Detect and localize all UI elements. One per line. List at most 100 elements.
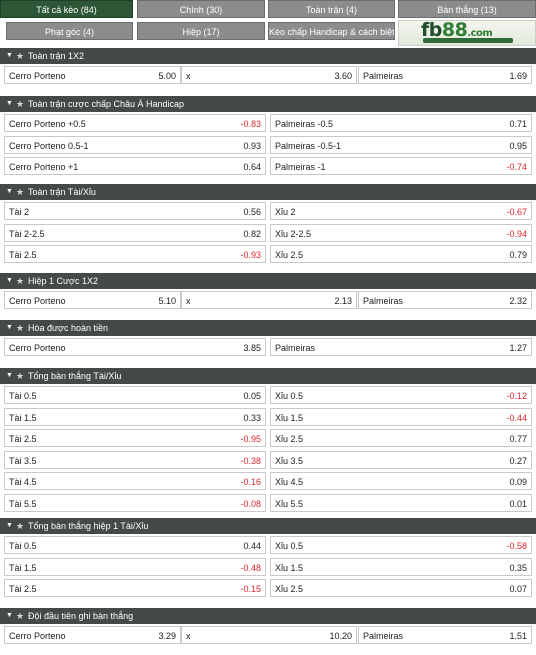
odds-cell[interactable]: Tài 2.5 -0.93 <box>4 245 266 263</box>
odds-cell[interactable]: Cerro Porteno +0.5 -0.83 <box>4 114 266 132</box>
odds-value: 0.56 <box>243 207 261 217</box>
fb88-logo: fb88.com <box>398 20 536 46</box>
odds-cell[interactable]: Palmeiras -1 -0.74 <box>270 157 532 175</box>
selection-label: Cerro Porteno <box>9 71 66 81</box>
tab-corners[interactable]: Phạt góc (4) <box>6 22 133 40</box>
odds-cell[interactable]: Tài 2-2.5 0.82 <box>4 224 266 242</box>
odds-cell[interactable]: Cerro Porteno 3.85 <box>4 338 266 356</box>
star-icon[interactable]: ★ <box>16 187 25 197</box>
selection-label: Xỉu 4.5 <box>275 477 304 487</box>
selection-label: Tài 2-2.5 <box>9 229 45 239</box>
chevron-down-icon[interactable]: ▼ <box>6 188 13 195</box>
selection-label: Palmeiras <box>363 71 404 81</box>
tab-main[interactable]: Chính (30) <box>137 0 265 18</box>
odds-cell[interactable]: Xỉu 5.5 0.01 <box>270 494 532 512</box>
star-icon[interactable]: ★ <box>16 276 25 286</box>
odds-cell[interactable]: Xỉu 3.5 0.27 <box>270 451 532 469</box>
odds-cell[interactable]: Tài 3.5 -0.38 <box>4 451 266 469</box>
odds-cell[interactable]: Xỉu 2-2.5 -0.94 <box>270 224 532 242</box>
odds-cell[interactable]: Xỉu 2.5 0.77 <box>270 429 532 447</box>
odds-cell[interactable]: Tài 2.5 -0.15 <box>4 579 266 597</box>
selection-label: Tài 2.5 <box>9 434 37 444</box>
odds-cell[interactable]: Cerro Porteno +1 0.64 <box>4 157 266 175</box>
star-icon[interactable]: ★ <box>16 99 25 109</box>
odds-cell[interactable]: Xỉu 4.5 0.09 <box>270 472 532 490</box>
selection-label: Tài 3.5 <box>9 456 37 466</box>
odds-cell[interactable]: Palmeiras 1.51 <box>358 626 532 644</box>
market-header[interactable]: ▼ ★ Toàn trận 1X2 <box>0 48 536 64</box>
market-header[interactable]: ▼ ★ Hòa được hoàn tiền <box>0 320 536 336</box>
odds-cell[interactable]: Palmeiras 1.27 <box>270 338 532 356</box>
selection-label: Cerro Porteno <box>9 631 66 641</box>
odds-value: 0.27 <box>509 456 527 466</box>
chevron-down-icon[interactable]: ▼ <box>6 612 13 619</box>
selection-label: Cerro Porteno <box>9 296 66 306</box>
odds-cell[interactable]: Tài 1.5 0.33 <box>4 408 266 426</box>
odds-cell[interactable]: Tài 4.5 -0.16 <box>4 472 266 490</box>
tab-handicap[interactable]: Kèo chấp Handicap & cách biệt (3) <box>268 22 395 40</box>
odds-cell[interactable]: Palmeiras -0.5 0.71 <box>270 114 532 132</box>
star-icon[interactable]: ★ <box>16 371 25 381</box>
chevron-down-icon[interactable]: ▼ <box>6 52 13 59</box>
selection-label: Xỉu 2-2.5 <box>275 229 312 239</box>
odds-cell[interactable]: Tài 0.5 0.05 <box>4 386 266 404</box>
chevron-down-icon[interactable]: ▼ <box>6 100 13 107</box>
odds-cell[interactable]: Cerro Porteno 5.00 <box>4 66 181 84</box>
chevron-down-icon[interactable]: ▼ <box>6 372 13 379</box>
market-tabs: Tất cả kèo (84) Chính (30) Toàn trận (4)… <box>0 0 536 46</box>
odds-cell[interactable]: Cerro Porteno 3.29 <box>4 626 181 644</box>
market-header[interactable]: ▼ ★ Tổng bàn thắng Tài/Xỉu <box>0 368 536 384</box>
star-icon[interactable]: ★ <box>16 51 25 61</box>
odds-value: 0.77 <box>509 434 527 444</box>
odds-cell[interactable]: Xỉu 0.5 -0.58 <box>270 536 532 554</box>
odds-cell[interactable]: x 2.13 <box>181 291 357 309</box>
odds-cell[interactable]: Cerro Porteno 0.5-1 0.93 <box>4 136 266 154</box>
market-header[interactable]: ▼ ★ Toàn trận Tài/Xỉu <box>0 184 536 200</box>
odds-value: 0.79 <box>509 250 527 260</box>
tab-all-markets[interactable]: Tất cả kèo (84) <box>0 0 133 18</box>
odds-cell[interactable]: Tài 2.5 -0.95 <box>4 429 266 447</box>
selection-label: Xỉu 2.5 <box>275 250 304 260</box>
star-icon[interactable]: ★ <box>16 611 25 621</box>
selection-label: Tài 4.5 <box>9 477 37 487</box>
tab-goals[interactable]: Bàn thắng (13) <box>398 0 536 18</box>
selection-label: Palmeiras -1 <box>275 162 326 172</box>
chevron-down-icon[interactable]: ▼ <box>6 324 13 331</box>
tab-half[interactable]: Hiệp (17) <box>137 22 265 40</box>
odds-cell[interactable]: x 10.20 <box>181 626 357 644</box>
odds-cell[interactable]: Tài 2 0.56 <box>4 202 266 220</box>
market-title: Tổng bàn thắng hiệp 1 Tài/Xỉu <box>28 521 149 531</box>
market-header[interactable]: ▼ ★ Hiệp 1 Cược 1X2 <box>0 273 536 289</box>
market-header[interactable]: ▼ ★ Đội đầu tiên ghi bàn thắng <box>0 608 536 624</box>
odds-cell[interactable]: Palmeiras 2.32 <box>358 291 532 309</box>
odds-cell[interactable]: Tài 0.5 0.44 <box>4 536 266 554</box>
star-icon[interactable]: ★ <box>16 323 25 333</box>
star-icon[interactable]: ★ <box>16 521 25 531</box>
market-header[interactable]: ▼ ★ Toàn trận cược chấp Châu Á Handicap <box>0 96 536 112</box>
chevron-down-icon[interactable]: ▼ <box>6 522 13 529</box>
chevron-down-icon[interactable]: ▼ <box>6 277 13 284</box>
selection-label: Cerro Porteno +1 <box>9 162 79 172</box>
odds-cell[interactable]: Xỉu 1.5 0.35 <box>270 558 532 576</box>
selection-label: Tài 5.5 <box>9 499 37 509</box>
odds-cell[interactable]: Xỉu 2.5 0.79 <box>270 245 532 263</box>
odds-value: 0.07 <box>509 584 527 594</box>
odds-cell[interactable]: Palmeiras 1.69 <box>358 66 532 84</box>
odds-cell[interactable]: Xỉu 0.5 -0.12 <box>270 386 532 404</box>
odds-cell[interactable]: Xỉu 1.5 -0.44 <box>270 408 532 426</box>
market-title: Hiệp 1 Cược 1X2 <box>28 276 98 286</box>
odds-value: 5.10 <box>158 296 176 306</box>
odds-cell[interactable]: Xỉu 2 -0.67 <box>270 202 532 220</box>
odds-cell[interactable]: Palmeiras -0.5-1 0.95 <box>270 136 532 154</box>
odds-value: 3.85 <box>243 343 261 353</box>
odds-cell[interactable]: x 3.60 <box>181 66 357 84</box>
odds-value: -0.15 <box>240 584 261 594</box>
market-header[interactable]: ▼ ★ Tổng bàn thắng hiệp 1 Tài/Xỉu <box>0 518 536 534</box>
odds-cell[interactable]: Tài 5.5 -0.08 <box>4 494 266 512</box>
tab-full-match[interactable]: Toàn trận (4) <box>268 0 395 18</box>
odds-cell[interactable]: Tài 1.5 -0.48 <box>4 558 266 576</box>
selection-label: Tài 2 <box>9 207 30 217</box>
odds-cell[interactable]: Xỉu 2.5 0.07 <box>270 579 532 597</box>
selection-label: Cerro Porteno <box>9 343 66 353</box>
odds-cell[interactable]: Cerro Porteno 5.10 <box>4 291 181 309</box>
